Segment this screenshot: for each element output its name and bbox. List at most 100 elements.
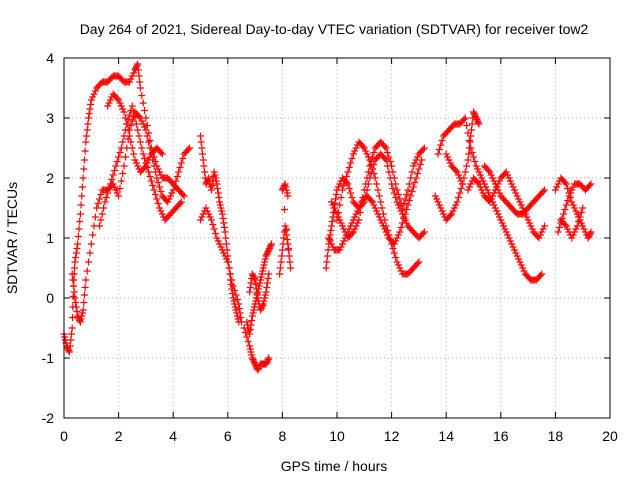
data-point xyxy=(368,198,376,206)
data-point xyxy=(508,180,516,188)
data-point xyxy=(248,312,256,320)
data-point xyxy=(400,200,408,207)
chart-title: Day 264 of 2021, Sidereal Day-to-day VTE… xyxy=(80,21,589,37)
data-point xyxy=(262,288,270,296)
data-point xyxy=(259,267,267,275)
data-point xyxy=(205,210,213,218)
data-point xyxy=(381,143,389,150)
data-point xyxy=(476,183,484,191)
data-point xyxy=(539,225,547,233)
data-point xyxy=(231,303,239,311)
data-point xyxy=(386,158,394,165)
data-point xyxy=(154,200,162,207)
data-point xyxy=(265,245,273,252)
y-tick-label: 0 xyxy=(46,290,54,306)
data-point xyxy=(76,318,84,326)
data-point xyxy=(113,158,121,165)
data-point xyxy=(259,302,267,309)
data-point xyxy=(121,153,129,161)
data-point xyxy=(393,186,401,194)
data-point xyxy=(106,96,114,104)
data-point xyxy=(351,213,359,221)
data-point xyxy=(343,173,351,180)
data-point xyxy=(93,204,101,212)
data-point xyxy=(351,225,359,233)
y-tick-label: 1 xyxy=(46,230,54,246)
data-point xyxy=(81,284,89,291)
data-point xyxy=(334,183,342,191)
data-point xyxy=(571,204,579,212)
data-point xyxy=(247,321,255,329)
data-point xyxy=(136,78,144,86)
data-point xyxy=(252,281,260,288)
data-point xyxy=(392,254,400,261)
data-point xyxy=(248,270,256,278)
data-point xyxy=(263,359,271,366)
data-point xyxy=(207,183,215,191)
y-axis-label: SDTVAR / TECUs xyxy=(4,182,20,294)
data-point xyxy=(561,206,569,213)
data-point xyxy=(172,177,180,185)
data-point xyxy=(504,231,512,239)
data-point xyxy=(146,144,154,152)
data-point xyxy=(420,144,428,152)
data-point xyxy=(85,258,93,266)
data-point xyxy=(390,174,398,182)
data-point xyxy=(116,99,124,107)
data-point xyxy=(199,156,207,164)
data-point xyxy=(399,204,407,212)
data-point xyxy=(246,345,254,353)
data-point xyxy=(495,189,503,197)
data-point xyxy=(106,180,114,188)
y-tick-label: -1 xyxy=(42,350,55,366)
data-point xyxy=(127,122,135,129)
data-point xyxy=(353,219,361,227)
data-point xyxy=(382,144,390,152)
data-point xyxy=(179,155,187,162)
data-point xyxy=(212,174,220,182)
data-point xyxy=(145,156,153,164)
x-tick-label: 18 xyxy=(548,428,564,444)
data-point xyxy=(197,138,205,146)
series-trace10 xyxy=(276,180,295,278)
data-point xyxy=(416,161,424,168)
data-point xyxy=(328,240,336,248)
data-point xyxy=(468,120,476,128)
data-point xyxy=(330,204,338,212)
data-point xyxy=(472,162,480,170)
data-point xyxy=(486,168,494,176)
data-point xyxy=(363,174,371,182)
data-point xyxy=(401,195,409,203)
data-point xyxy=(117,144,125,152)
data-point xyxy=(283,189,291,197)
data-point xyxy=(415,165,423,173)
data-point xyxy=(138,117,146,125)
data-point xyxy=(186,144,194,152)
data-point xyxy=(246,288,254,296)
series-trace5 xyxy=(197,132,243,326)
data-point xyxy=(408,188,416,195)
data-point xyxy=(465,183,473,191)
data-point xyxy=(393,234,401,242)
data-point xyxy=(81,147,89,155)
data-point xyxy=(494,210,502,218)
data-point xyxy=(229,282,237,290)
data-point xyxy=(358,201,366,209)
data-point xyxy=(166,192,174,200)
data-point xyxy=(98,210,106,218)
data-point xyxy=(145,168,153,176)
data-point xyxy=(115,192,123,200)
data-point xyxy=(490,201,498,209)
data-point xyxy=(134,66,142,74)
data-point xyxy=(551,186,559,194)
data-point xyxy=(232,306,240,314)
data-point xyxy=(66,342,74,350)
data-point xyxy=(176,164,184,171)
data-point xyxy=(220,249,228,257)
data-point xyxy=(538,270,546,278)
data-point xyxy=(362,180,370,188)
data-point xyxy=(394,191,402,198)
data-point xyxy=(262,252,270,260)
data-point xyxy=(454,171,462,179)
data-point xyxy=(575,218,583,225)
